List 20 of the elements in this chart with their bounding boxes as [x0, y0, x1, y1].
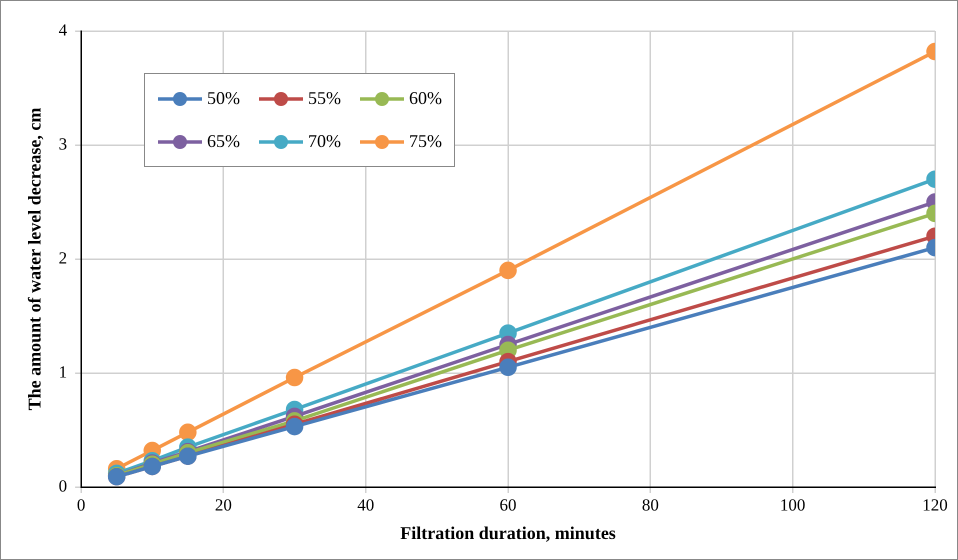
y-axis-title: The amount of water level decrease, cm — [24, 108, 44, 410]
y-tick-label: 4 — [58, 20, 68, 40]
legend-label: 70% — [308, 131, 341, 152]
x-tick-label: 20 — [214, 496, 232, 515]
x-tick-label: 100 — [780, 496, 806, 515]
x-tick-label: 120 — [922, 496, 948, 515]
legend-label: 55% — [308, 88, 341, 109]
x-tick-label: 0 — [76, 496, 86, 515]
x-tick-label: 80 — [642, 496, 659, 515]
y-tick-label: 2 — [58, 248, 68, 268]
y-tick-label: 3 — [58, 134, 68, 154]
legend-label: 75% — [409, 131, 442, 152]
x-tick-label: 40 — [357, 496, 374, 515]
legend-label: 60% — [409, 88, 442, 109]
x-tick-label: 60 — [500, 496, 517, 515]
y-tick-label: 0 — [58, 476, 68, 496]
legend-label: 65% — [207, 131, 240, 152]
legend-label: 50% — [207, 88, 240, 109]
x-axis-title: Filtration duration, minutes — [400, 522, 616, 543]
y-tick-label: 1 — [58, 362, 68, 382]
